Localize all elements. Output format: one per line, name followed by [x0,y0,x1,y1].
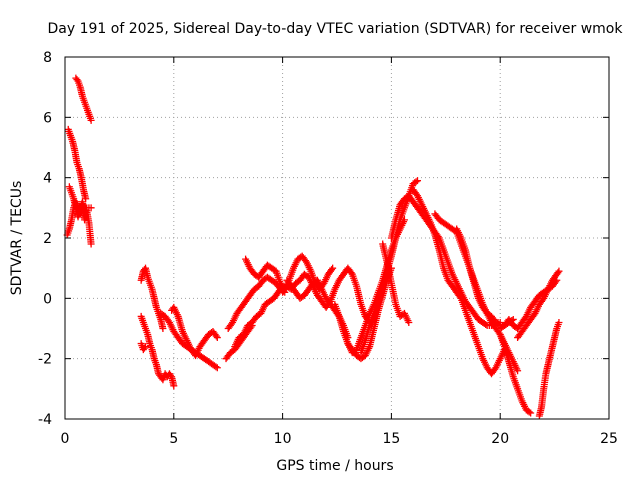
y-tick-label: 2 [43,231,52,247]
data-point [329,264,337,272]
data-point [527,409,535,417]
data-point [87,204,95,212]
series-s-10 [279,264,374,326]
data-point [525,408,533,416]
series-s-18 [453,225,522,375]
series-s-14.5 [379,240,413,326]
series-s-21.8 [535,318,563,420]
data-point [456,293,464,301]
data-point [554,269,562,277]
data-point [212,332,220,340]
series-s-21 [514,267,563,342]
x-tick-labels: 0 5 10 15 20 25 [61,431,618,447]
series-s-5 [168,303,221,360]
x-axis-label: GPS time / hours [276,458,393,474]
grid-lines [65,57,609,419]
x-tick-label: 0 [61,431,70,447]
plot-frame [64,56,610,420]
data-point [414,177,422,185]
data-points [63,74,563,420]
data-point [82,195,90,203]
series-s-8 [231,282,287,351]
series-s-3.5b [137,312,178,390]
x-tick-label: 10 [274,431,292,447]
data-point [167,371,175,379]
data-point [412,178,420,186]
series-early-a [72,74,95,124]
data-point [328,266,336,274]
data-point [555,267,563,275]
y-tick-labels: -4 -2 0 2 4 6 8 [38,50,52,428]
series-s-3.5c [137,340,150,354]
data-point [87,116,95,124]
data-point [347,269,355,277]
x-tick-label: 25 [600,431,618,447]
data-point [142,343,150,351]
y-tick-label: 4 [43,171,52,187]
series-early-d [65,183,95,221]
series-s-3.5a [137,264,167,332]
series-early-b [64,125,90,203]
series-s-13 [344,264,395,363]
data-point [159,325,167,332]
y-tick-label: 8 [43,50,52,66]
data-point [170,382,178,390]
data-point [87,240,95,248]
x-tick-label: 20 [491,431,509,447]
chart-title: Day 191 of 2025, Sidereal Day-to-day VTE… [48,21,624,37]
data-point [482,320,490,328]
series-s-20.5 [496,276,561,332]
y-tick-label: -2 [38,352,52,368]
y-tick-label: 0 [43,291,52,307]
y-tick-label: 6 [43,110,52,126]
series-s-16 [409,186,509,378]
y-tick-label: -4 [38,412,52,428]
data-point [405,318,413,326]
data-point [555,318,563,326]
data-point [213,364,221,372]
y-axis-label: SDTVAR / TECUs [9,181,25,296]
data-point [213,334,221,342]
data-point [212,363,220,371]
x-tick-label: 5 [169,431,178,447]
x-tick-label: 15 [382,431,400,447]
series-s-4.5 [157,309,221,372]
data-point [140,344,148,352]
series-s-14 [357,177,422,357]
data-point [514,367,522,375]
data-point [73,76,81,84]
series-s-20 [496,331,535,417]
